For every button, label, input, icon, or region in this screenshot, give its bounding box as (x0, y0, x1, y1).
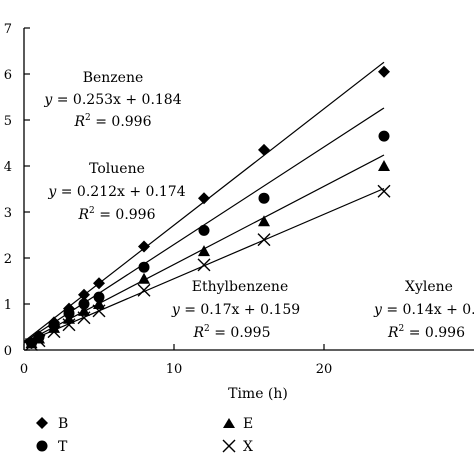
annotation-xylene-r2: R2 = 0.996 (387, 324, 465, 341)
axis-ticks: 0 1 2 3 4 5 6 7 0 10 20 (4, 22, 333, 377)
marker-x (137, 283, 151, 297)
y-tick-label: 0 (4, 344, 12, 359)
marker-e (258, 215, 270, 227)
legend-x-marker (222, 439, 236, 453)
marker-t (93, 291, 105, 303)
legend-diamond-marker (36, 417, 48, 429)
marker-b (198, 192, 210, 205)
legend-item-t: T (36, 439, 68, 455)
marker-e (198, 245, 210, 257)
annotation-xylene: Xylene y = 0.14x + 0.1 R2 = 0.996 (373, 279, 474, 341)
y-tick-label: 2 (4, 252, 12, 267)
annotation-xylene-equation: y = 0.14x + 0.1 (373, 302, 474, 318)
y-tick-label: 4 (4, 160, 12, 175)
marker-x (62, 318, 76, 332)
marker-t (78, 298, 90, 310)
marker-t (378, 130, 390, 142)
marker-t (138, 261, 150, 273)
legend-label-t: T (58, 439, 68, 455)
marker-x (257, 233, 271, 247)
annotation-ethylbenzene: Ethylbenzene y = 0.17x + 0.159 R2 = 0.99… (171, 279, 300, 341)
annotation-benzene-name: Benzene (83, 70, 144, 86)
annotation-toluene-name: Toluene (89, 161, 145, 177)
marker-x (77, 311, 91, 325)
plot-area: 0 1 2 3 4 5 6 7 0 10 20 (4, 22, 474, 377)
annotation-ethylbenzene-name: Ethylbenzene (192, 279, 288, 295)
legend: B T E X (36, 416, 253, 455)
data-markers (25, 65, 391, 351)
marker-x (25, 337, 38, 351)
legend-triangle-marker (223, 418, 235, 428)
marker-x (32, 334, 46, 348)
marker-b (93, 277, 105, 290)
marker-b (258, 143, 270, 156)
y-tick-label: 1 (4, 298, 12, 313)
legend-label-e: E (243, 416, 253, 432)
marker-x (377, 184, 391, 198)
marker-e (93, 298, 105, 309)
marker-t (198, 224, 210, 236)
x-tick-label: 0 (20, 362, 28, 377)
annotation-toluene: Toluene y = 0.212x + 0.174 R2 = 0.996 (47, 161, 185, 223)
x-tick-label: 10 (166, 362, 183, 377)
marker-x (197, 258, 211, 272)
legend-item-b: B (36, 416, 68, 432)
legend-label-x: X (243, 439, 253, 455)
marker-e (378, 160, 390, 171)
marker-b (378, 65, 390, 78)
x-tick-label: 20 (316, 362, 333, 377)
y-tick-label: 3 (4, 206, 12, 221)
y-tick-label: 7 (4, 22, 12, 37)
x-axis-label: Time (h) (228, 386, 288, 402)
legend-label-b: B (58, 416, 68, 432)
annotation-benzene-r2: R2 = 0.996 (74, 113, 152, 130)
marker-t (258, 192, 270, 204)
annotation-toluene-r2: R2 = 0.996 (78, 206, 156, 223)
legend-circle-marker (36, 440, 48, 452)
y-tick-label: 5 (4, 114, 12, 129)
marker-b (138, 240, 150, 253)
marker-x (47, 325, 61, 339)
annotation-benzene: Benzene y = 0.253x + 0.184 R2 = 0.996 (43, 70, 181, 130)
annotation-xylene-name: Xylene (405, 279, 453, 295)
marker-e (138, 272, 150, 284)
marker-x (92, 304, 106, 318)
annotation-benzene-equation: y = 0.253x + 0.184 (43, 92, 181, 108)
marker-e (48, 321, 60, 333)
y-tick-label: 6 (4, 68, 12, 83)
legend-item-x: X (222, 439, 253, 455)
marker-b (78, 288, 90, 301)
marker-e (78, 304, 90, 316)
annotation-ethylbenzene-r2: R2 = 0.995 (193, 324, 271, 341)
annotation-ethylbenzene-equation: y = 0.17x + 0.159 (171, 302, 300, 318)
legend-item-e: E (223, 416, 253, 432)
annotation-toluene-equation: y = 0.212x + 0.174 (47, 184, 185, 200)
